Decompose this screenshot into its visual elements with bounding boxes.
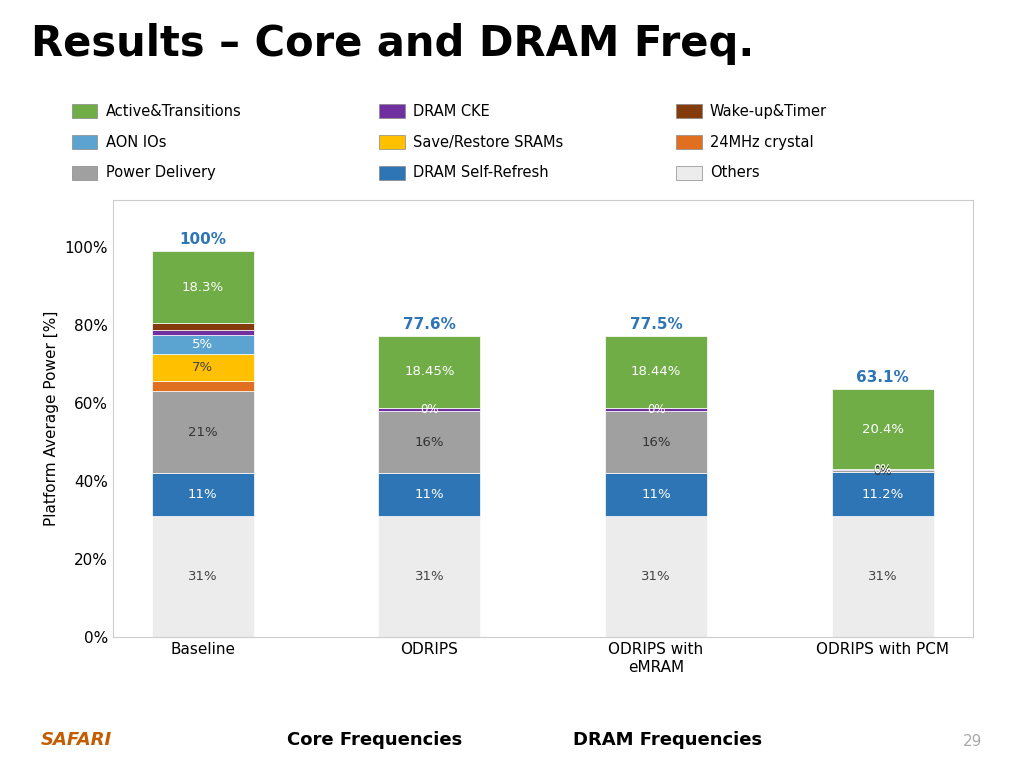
Text: 11%: 11% <box>188 488 217 502</box>
Bar <box>152 473 254 516</box>
Bar <box>152 354 254 382</box>
Text: 0%: 0% <box>873 463 892 476</box>
Bar <box>152 391 254 473</box>
Text: 31%: 31% <box>641 571 671 584</box>
Text: 24MHz crystal: 24MHz crystal <box>710 134 813 150</box>
Text: Wake-up&Timer: Wake-up&Timer <box>710 104 827 119</box>
Bar <box>831 389 934 469</box>
Text: Save/Restore SRAMs: Save/Restore SRAMs <box>413 134 563 150</box>
Bar <box>379 411 480 473</box>
Text: Core Frequencies: Core Frequencies <box>287 731 462 749</box>
Text: 7%: 7% <box>193 361 213 374</box>
Text: 63.1%: 63.1% <box>856 370 909 386</box>
Text: 16%: 16% <box>415 435 444 449</box>
Bar <box>831 469 934 470</box>
Text: Active&Transitions: Active&Transitions <box>105 104 242 119</box>
Bar <box>605 408 707 411</box>
Bar <box>379 473 480 516</box>
Text: 0%: 0% <box>873 465 892 478</box>
Bar <box>152 382 254 391</box>
Bar <box>605 473 707 516</box>
Bar <box>379 516 480 637</box>
Bar <box>831 470 934 472</box>
Text: Power Delivery: Power Delivery <box>105 165 215 180</box>
Text: 16%: 16% <box>641 435 671 449</box>
Text: 11%: 11% <box>415 488 444 502</box>
Bar <box>152 329 254 335</box>
Bar <box>605 411 707 473</box>
Text: 31%: 31% <box>188 571 217 584</box>
Text: 20.4%: 20.4% <box>862 422 904 435</box>
Text: 11.2%: 11.2% <box>861 488 904 501</box>
Text: 0%: 0% <box>647 403 666 416</box>
Text: Results – Core and DRAM Freq.: Results – Core and DRAM Freq. <box>31 23 754 65</box>
Text: DRAM CKE: DRAM CKE <box>413 104 489 119</box>
Bar <box>831 516 934 637</box>
Text: 29: 29 <box>963 733 982 749</box>
Bar <box>152 516 254 637</box>
Text: 21%: 21% <box>188 425 217 439</box>
Text: 31%: 31% <box>868 571 897 584</box>
Text: AON IOs: AON IOs <box>105 134 166 150</box>
Text: DRAM Frequencies: DRAM Frequencies <box>573 731 763 749</box>
Text: 18.3%: 18.3% <box>181 280 224 293</box>
Bar <box>379 336 480 408</box>
Text: 100%: 100% <box>179 233 226 247</box>
Text: DRAM Self-Refresh: DRAM Self-Refresh <box>413 165 549 180</box>
Y-axis label: Platform Average Power [%]: Platform Average Power [%] <box>44 311 58 526</box>
Text: 0%: 0% <box>420 402 438 415</box>
Text: 5%: 5% <box>193 338 213 351</box>
Text: 18.45%: 18.45% <box>404 365 455 378</box>
Text: 18.44%: 18.44% <box>631 366 681 379</box>
Text: 11%: 11% <box>641 488 671 502</box>
Text: 77.5%: 77.5% <box>630 317 682 332</box>
Bar <box>152 323 254 329</box>
Text: 77.6%: 77.6% <box>403 316 456 332</box>
Bar <box>152 335 254 354</box>
Bar <box>379 408 480 411</box>
Text: 31%: 31% <box>415 571 444 584</box>
Bar <box>605 516 707 637</box>
Text: Others: Others <box>710 165 760 180</box>
Bar <box>152 251 254 323</box>
Text: SAFARI: SAFARI <box>41 731 113 749</box>
Bar <box>831 472 934 516</box>
Bar <box>605 336 707 408</box>
